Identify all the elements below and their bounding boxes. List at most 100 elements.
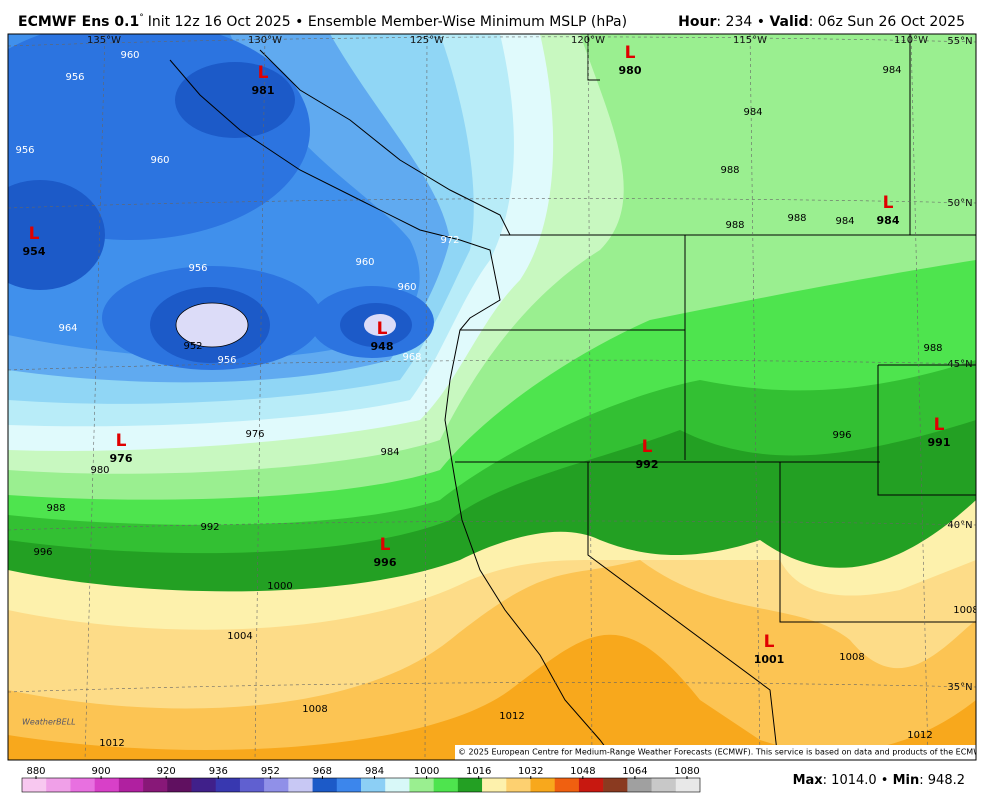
contour-label: 1012 [499,711,524,722]
colorbar-swatch [578,778,604,792]
min-label: Min [893,773,920,788]
contour-label: 988 [787,213,806,224]
valid-value: : 06z Sun 26 Oct 2025 [809,14,965,30]
contour-label: 984 [882,65,901,76]
latitude-label: 45°N [947,359,972,370]
min-value: : 948.2 [919,773,965,788]
max-label: Max [793,773,824,788]
band [175,302,249,348]
contour-label: 988 [725,220,744,231]
low-symbol: L [642,437,653,457]
colorbar-swatch [264,778,289,792]
hour-label: Hour [678,14,716,30]
contour-label: 972 [440,235,459,246]
colorbar-swatch [215,778,241,792]
colorbar-swatch [627,778,652,792]
subtitle: Init 12z 16 Oct 2025 • Ensemble Member-W… [148,14,627,30]
model: ECMWF Ens 0.1 [18,14,139,30]
low-value: 984 [877,214,900,227]
colorbar-swatch [603,778,628,792]
contour-label: 1008 [302,704,327,715]
colorbar-swatch [167,778,192,792]
colorbar-swatch [312,778,338,792]
longitude-label: 135°W [87,35,121,46]
hour-value: : 234 • [716,14,769,30]
low-symbol: L [625,43,636,63]
coastline [259,49,511,236]
colorbar-swatch [70,778,95,792]
colorbar-swatch [143,778,168,792]
low-symbol: L [116,431,127,451]
contour-label: 996 [832,430,851,441]
map-labels: 135°W 130°W 125°W 120°W 115°W 110°W 55°N 50°N 45… [15,35,976,749]
colorbar-swatch [239,778,265,792]
colorbar-swatch [191,778,217,792]
colorbar-swatch [506,778,531,792]
colorbar-swatch [651,778,677,792]
colorbar-label: 900 [92,766,111,777]
band [175,62,295,138]
contour-label: 984 [380,447,399,458]
low-value: 991 [928,436,951,449]
contour-label: 1012 [907,730,932,741]
colorbar-swatch [530,778,556,792]
colorbar-swatch [336,778,362,792]
colorbar-swatch [457,778,483,792]
contour-label: 956 [65,72,84,83]
latitude-label: 35°N [947,682,972,693]
contour-label: 956 [15,145,34,156]
colorbar-label: 1048 [570,766,595,777]
contour-label: 952 [183,341,202,352]
degree: ° [139,13,144,23]
colorbar-label: 1064 [622,766,647,777]
border [455,34,976,760]
longitude-label: 110°W [894,35,928,46]
contour-label: 968 [402,352,421,363]
footer: Max: 1014.0 • Min: 948.2 [793,773,965,788]
low-value: 996 [374,556,397,569]
colorbar-swatch [554,778,580,792]
contour-label: 988 [46,503,65,514]
contour-label: 980 [90,465,109,476]
low-value: 992 [636,458,659,471]
colorbar-label: 968 [313,766,332,777]
contour-label: 1008 [839,652,864,663]
copyright: © 2025 European Centre for Medium-Range … [458,748,984,757]
low-symbol: L [29,224,40,244]
contour-label: 996 [33,547,52,558]
colorbar-frame [21,777,701,793]
low-symbol: L [380,535,391,555]
colorbar-swatch [288,778,313,792]
contour-label: 1012 [99,738,124,749]
longitude-label: 120°W [571,35,605,46]
longitude-label: 130°W [248,35,282,46]
copyright-box [455,745,976,760]
contour-label: 960 [355,257,374,268]
colorbar-swatch [94,778,120,792]
colorbar-label: 1016 [466,766,491,777]
valid-label: Valid [769,14,808,30]
contour-label: 956 [217,355,236,366]
low-value: 980 [619,64,642,77]
logo: WeatherBELL [22,718,76,727]
colorbar-swatch [385,778,410,792]
contour-label: 976 [245,429,264,440]
contour-label: 1000 [267,581,292,592]
colorbar-swatch [118,778,144,792]
contour-label: 960 [397,282,416,293]
contour-label: 988 [720,165,739,176]
colorbar-label: 880 [26,766,45,777]
low-value: 948 [371,340,394,353]
colorbar-label: 1080 [674,766,699,777]
contour-label: 984 [743,107,762,118]
contour-label: 1004 [227,631,252,642]
contour-label: 956 [188,263,207,274]
header-left: ECMWF Ens 0.1° Init 12z 16 Oct 2025 • Ens… [18,13,627,31]
low-value: 954 [23,245,46,258]
low-value: 1001 [754,653,785,666]
longitude-label: 125°W [410,35,444,46]
low-symbol: L [377,319,388,339]
low-value: 976 [110,452,133,465]
